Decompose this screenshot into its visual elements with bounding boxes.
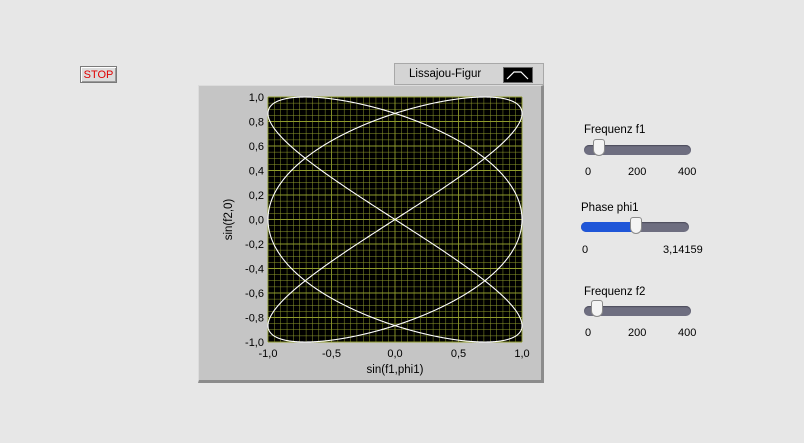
phase-phi1-fill [581,222,635,232]
x-tick-label: -1,0 [259,348,278,360]
y-tick-label: 0,4 [249,166,264,178]
xy-graph-svg: 1,0 0,8 0,6 0,4 0,2 0,0 -0,2 -0,4 -0,6 -0,8 -1,0-1… [223,92,530,376]
y-tick-label: -0,8 [245,313,264,325]
y-tick-label: -0,6 [245,288,264,300]
x-axis-label: sin(f1,phi1) [367,364,424,376]
x-tick-label: -0,5 [322,348,341,360]
frequenz-f2-tick-mid: 200 [628,327,647,339]
stop-button[interactable]: STOP [80,66,117,83]
phase-phi1-tick-max: 3,14159 [663,244,703,256]
frequenz-f2-tick-max: 400 [678,327,697,339]
legend-label: Lissajou-Figur [409,68,482,80]
frequenz-f1-thumb[interactable] [592,139,605,156]
phase-phi1-tick-min: 0 [582,244,589,256]
frequenz-f1-tick-mid: 200 [628,166,647,178]
y-tick-label: 0,0 [249,215,264,227]
y-axis-label: sin(f2,0) [223,199,235,241]
grid-lines [267,96,523,343]
y-tick-label: -1,0 [245,337,264,349]
frequenz-f1-tick-min: 0 [585,166,592,178]
frequenz-f1-label: Frequenz f1 [584,124,646,136]
x-tick-label: 0,5 [451,348,466,360]
phase-phi1-label: Phase phi1 [581,202,639,214]
tick-labels: 1,0 0,8 0,6 0,4 0,2 0,0 -0,2 -0,4 -0,6 -0,8 -1,0-1… [245,92,530,360]
frequenz-f2-slider[interactable] [584,306,691,316]
y-tick-label: 0,2 [249,190,264,202]
xy-graph: 1,0 0,8 0,6 0,4 0,2 0,0 -0,2 -0,4 -0,6 -0,8 -1,0 -1… [198,85,544,383]
legend-swatch[interactable] [503,67,533,83]
x-tick-label: 1,0 [514,348,529,360]
frequenz-f2-tick-min: 0 [585,327,592,339]
y-tick-label: 0,6 [249,141,264,153]
line-style-icon [506,71,529,80]
frequenz-f1-slider[interactable] [584,145,691,155]
lissajous-curve [267,96,523,343]
frequenz-f2-thumb[interactable] [590,300,603,317]
frequenz-f2-label: Frequenz f2 [584,286,646,298]
x-tick-label: 0,0 [387,348,402,360]
plot-legend: Lissajou-Figur [394,63,544,85]
frequenz-f1-tick-max: 400 [678,166,697,178]
y-tick-label: 0,8 [249,117,264,129]
phase-phi1-thumb[interactable] [630,217,642,234]
y-tick-label: 1,0 [249,92,264,104]
y-tick-label: -0,2 [245,239,264,251]
y-tick-label: -0,4 [245,264,264,276]
